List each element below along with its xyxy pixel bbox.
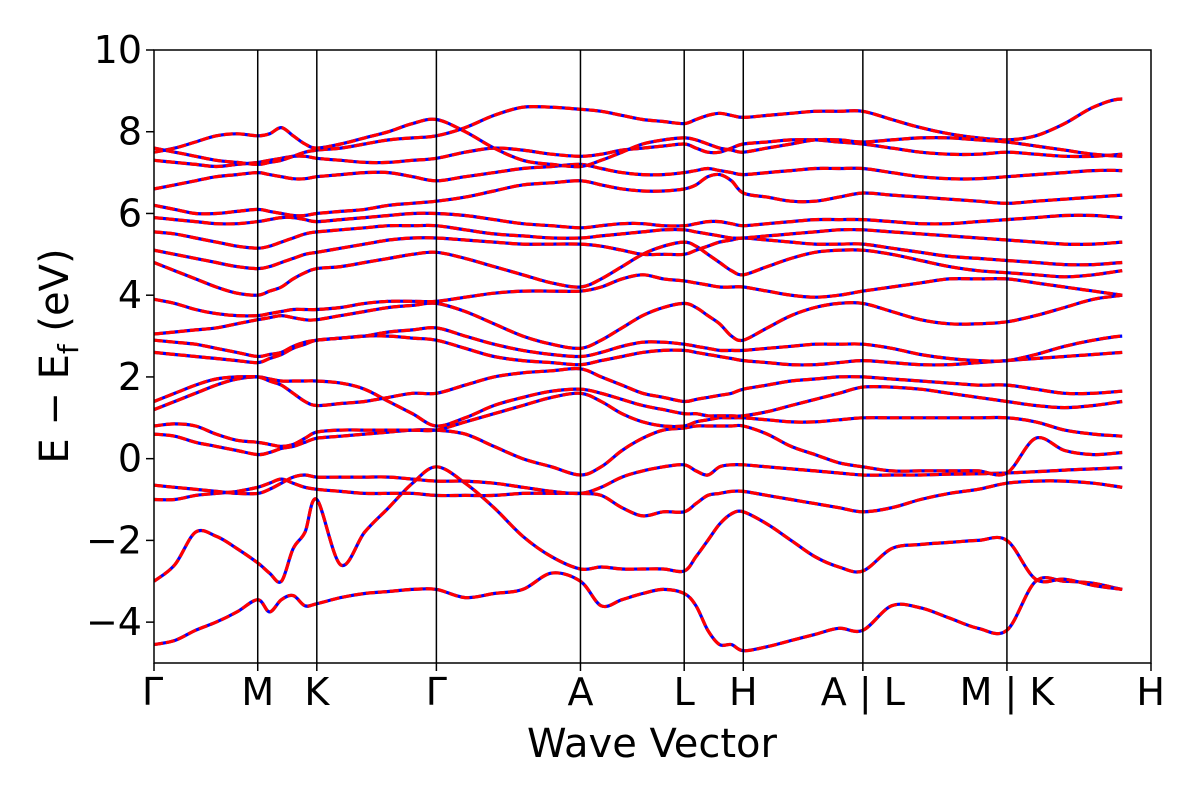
band-4-red-line <box>154 462 1123 496</box>
band-12 <box>154 273 1123 318</box>
band-17-red-line <box>154 172 1123 218</box>
band-7 <box>154 375 1123 428</box>
y-axis-title-main: E − E <box>32 354 78 464</box>
band-8-red-line <box>154 366 1123 408</box>
band-6-red-line <box>154 391 1123 448</box>
high-symmetry-lines <box>256 50 1008 663</box>
bands-layer <box>154 97 1123 653</box>
band-10 <box>154 326 1123 363</box>
band-16-red-line <box>154 211 1123 230</box>
band-15 <box>154 223 1123 250</box>
band-6 <box>154 391 1123 448</box>
band-21 <box>154 117 1123 169</box>
x-tick-label: H <box>1136 670 1165 714</box>
band-1-red-line <box>154 571 1123 653</box>
band-15-red-line <box>154 223 1123 250</box>
band-18-red-line <box>154 162 1123 191</box>
y-tick-label: 10 <box>94 28 142 72</box>
band-2 <box>154 465 1123 591</box>
y-axis-title-subscript: f <box>52 343 85 354</box>
band-14-red-line <box>154 236 1123 271</box>
x-tick-label: A | L <box>821 670 905 715</box>
plot-frame <box>153 49 1152 664</box>
x-tick-label: A <box>567 670 593 714</box>
band-14 <box>154 236 1123 271</box>
x-tick-label: Γ <box>426 670 447 714</box>
band-12-red-line <box>154 273 1123 318</box>
x-tick-label: L <box>674 670 695 714</box>
x-tick-label: H <box>729 670 758 714</box>
band-9 <box>154 334 1123 367</box>
band-20-red-line <box>154 97 1123 166</box>
band-16 <box>154 211 1123 230</box>
band-1 <box>154 571 1123 653</box>
band-21-red-line <box>154 117 1123 169</box>
band-2-red-line <box>154 465 1123 591</box>
y-axis-title: E − Ef (eV) <box>32 248 85 463</box>
band-20 <box>154 97 1123 166</box>
x-tick-label: K <box>304 670 330 714</box>
y-tick-label: 2 <box>118 355 142 399</box>
y-tick-label: 4 <box>118 273 142 317</box>
band-7-red-line <box>154 375 1123 428</box>
y-tick-label: 0 <box>118 437 142 481</box>
band-13-red-line <box>154 240 1123 297</box>
band-13 <box>154 240 1123 297</box>
band-11 <box>154 293 1123 351</box>
band-10-red-line <box>154 326 1123 363</box>
band-18 <box>154 162 1123 191</box>
x-tick-label: Γ <box>142 670 163 714</box>
y-tick-label: −4 <box>86 600 142 644</box>
y-axis-title-unit: (eV) <box>32 248 78 344</box>
x-tick-label: M <box>241 670 274 714</box>
band-19-red-line <box>154 138 1123 169</box>
band-4 <box>154 462 1123 496</box>
band-9-red-line <box>154 334 1123 367</box>
y-tick-label: 6 <box>118 191 142 235</box>
band-17 <box>154 172 1123 218</box>
x-tick-label: M | K <box>960 670 1056 715</box>
y-tick-label: 8 <box>118 110 142 154</box>
y-axis-ticks: −4 −2 0 2 4 6 8 10 <box>86 28 154 644</box>
x-axis-title: Wave Vector <box>527 721 778 767</box>
band-11-red-line <box>154 293 1123 351</box>
band-8 <box>154 366 1123 408</box>
y-tick-label: −2 <box>86 518 142 562</box>
